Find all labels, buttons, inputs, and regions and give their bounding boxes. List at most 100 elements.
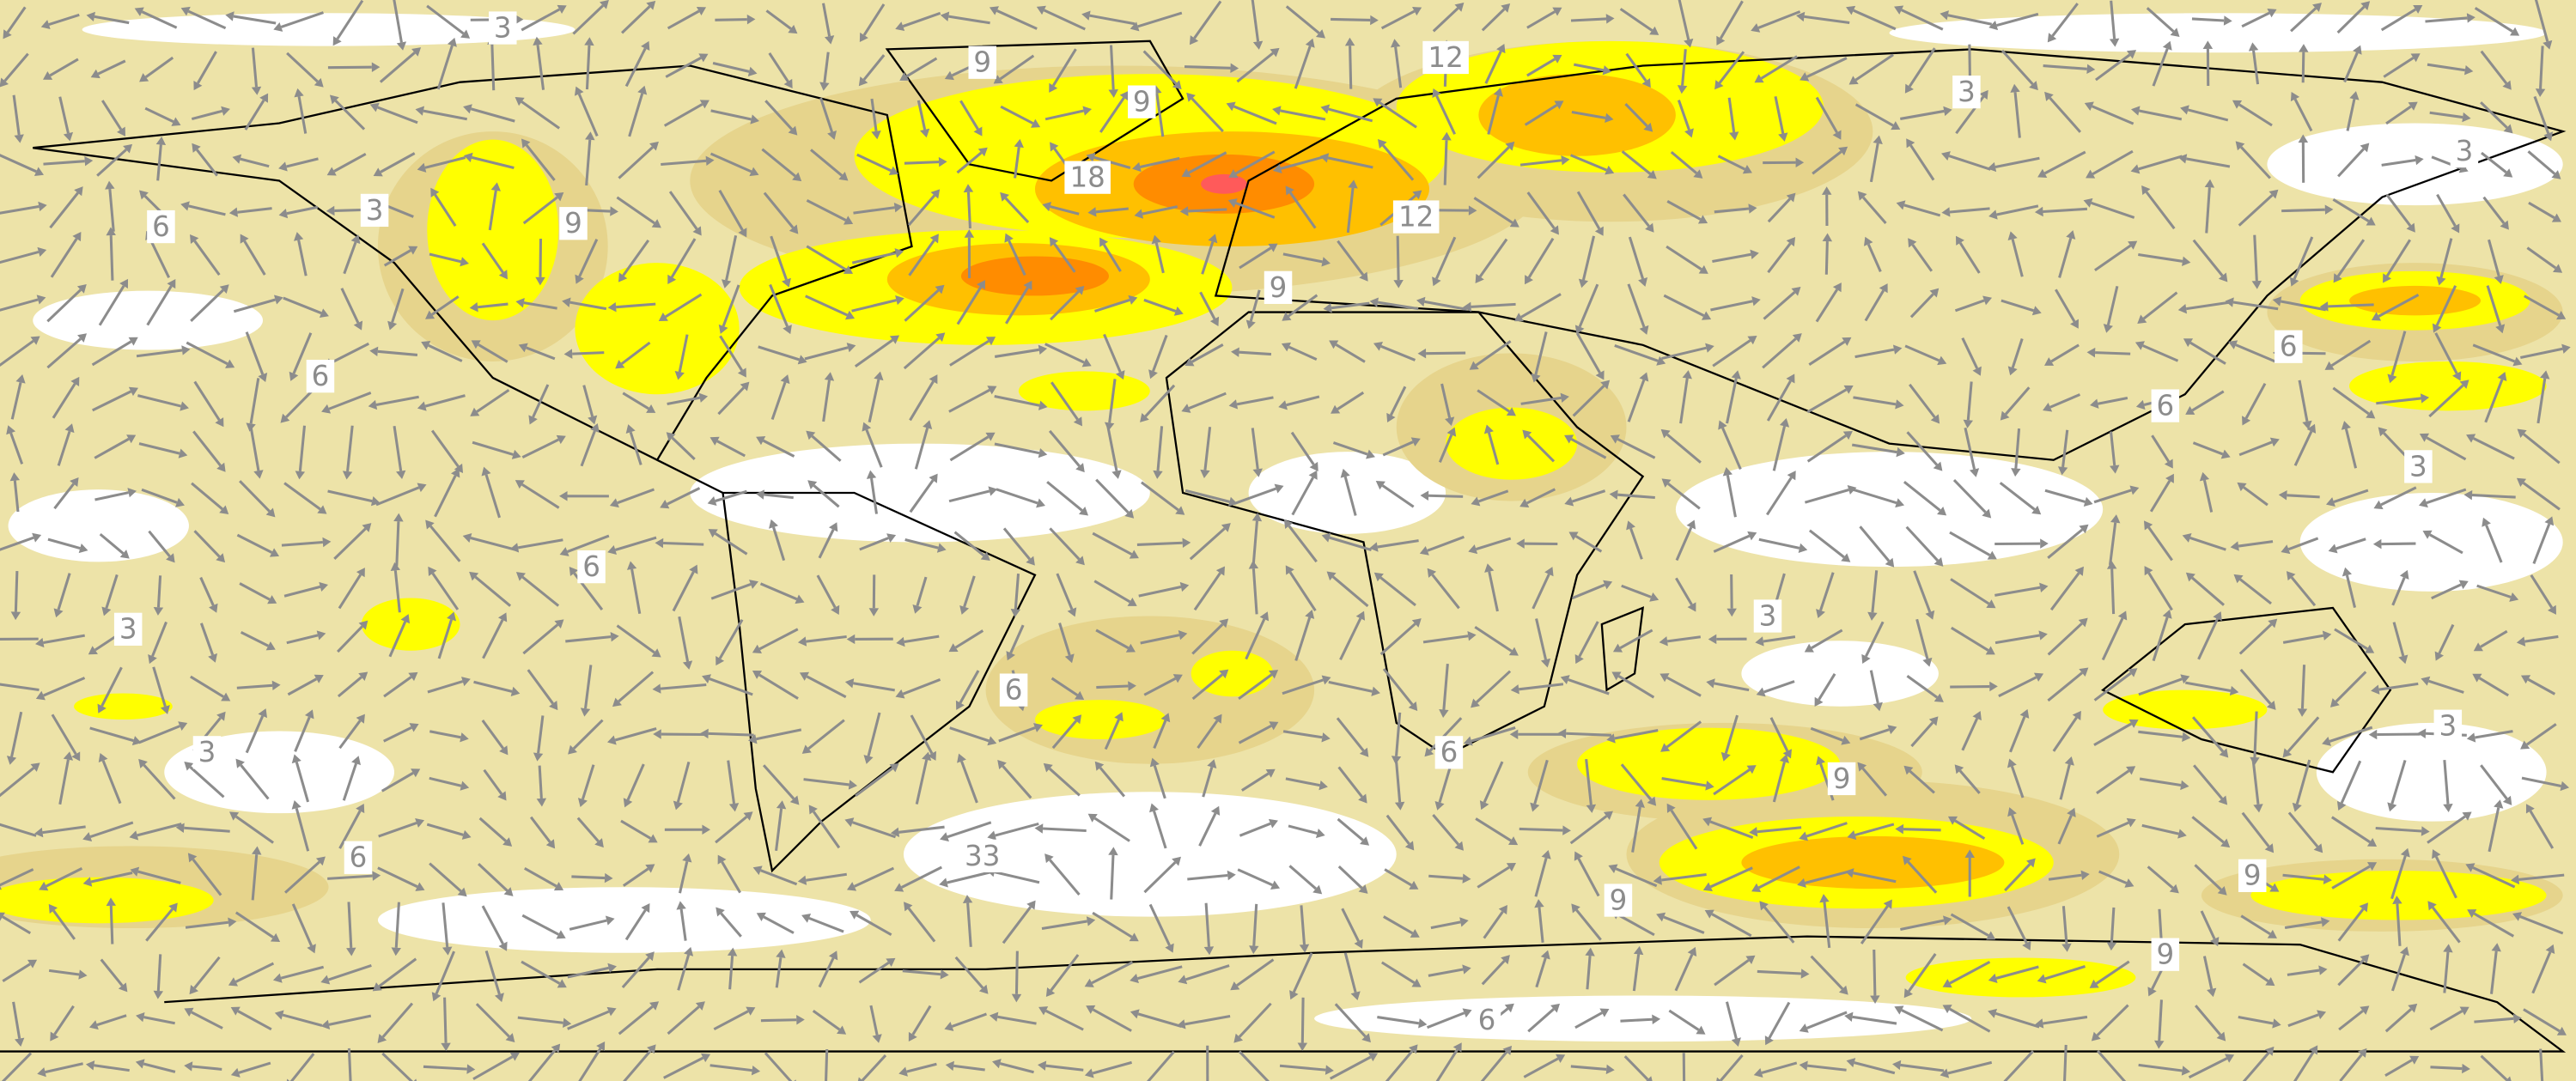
arrow-shaft: [49, 58, 79, 77]
arrow-head: [1272, 106, 1282, 116]
wind-arrow: [415, 106, 468, 121]
wind-arrow: [199, 622, 217, 663]
arrow-head: [1075, 285, 1085, 295]
arrow-head: [2297, 708, 2308, 717]
arrow-shaft: [2197, 618, 2219, 660]
wind-arrow: [844, 678, 895, 692]
arrow-head: [1441, 131, 1452, 141]
arrow-head: [1800, 72, 1810, 82]
wind-arrow: [481, 242, 508, 280]
wind-arrow: [2512, 912, 2564, 935]
wind-arrow: [274, 1010, 323, 1027]
arrow-shaft: [1810, 955, 1844, 990]
wind-arrow: [521, 4, 567, 32]
arrow-shaft: [1443, 140, 1448, 185]
arrow-shaft: [2378, 294, 2420, 318]
wind-arrow: [0, 532, 42, 551]
arrow-head: [1560, 675, 1570, 685]
arrow-shaft: [2049, 393, 2081, 409]
wind-arrow: [521, 434, 566, 459]
arrow-shaft: [2427, 63, 2466, 72]
wind-arrow: [2372, 538, 2416, 550]
wind-arrow: [1666, 200, 1708, 224]
wind-arrow: [1767, 236, 1796, 274]
arrow-shaft: [434, 193, 457, 227]
arrow-shaft: [996, 9, 1038, 30]
arrow-head: [2029, 81, 2038, 91]
arrow-shaft: [1377, 1016, 1420, 1025]
arrow-shaft: [48, 969, 80, 976]
arrow-shaft: [2061, 906, 2068, 944]
arrow-head: [752, 671, 763, 679]
arrow-head: [1072, 714, 1082, 725]
arrow-shaft: [869, 1005, 879, 1035]
wind-arrow: [2385, 101, 2418, 125]
wind-arrow: [1373, 572, 1416, 607]
arrow-shaft: [806, 198, 847, 222]
arrow-head: [1209, 316, 1220, 326]
arrow-head: [788, 125, 798, 136]
arrow-head: [1639, 372, 1649, 382]
arrow-head: [1606, 733, 1616, 744]
arrow-shaft: [249, 378, 260, 424]
wind-arrow: [727, 760, 740, 812]
label-box: [192, 736, 222, 769]
wind-arrow: [295, 425, 307, 480]
arrow-head: [948, 643, 959, 653]
arrow-shaft: [851, 299, 897, 313]
wind-arrow: [1187, 870, 1236, 881]
wind-arrow: [2387, 331, 2407, 384]
wind-arrow: [957, 753, 978, 804]
arrow-head: [2494, 275, 2504, 284]
arrow-head: [1219, 618, 1229, 629]
wind-arrow: [2177, 154, 2231, 168]
arrow-shaft: [193, 956, 221, 989]
wind-arrow: [383, 246, 418, 267]
wind-arrow: [1084, 1060, 1132, 1078]
arrow-head: [2466, 434, 2476, 443]
arrow-shaft: [904, 635, 940, 644]
arrow-shaft: [759, 582, 798, 601]
arrow-shaft: [539, 238, 543, 277]
arrow-shaft: [1014, 950, 1019, 994]
wind-arrow: [2237, 482, 2268, 507]
wind-arrow: [624, 40, 650, 88]
arrow-shaft: [2238, 623, 2273, 655]
wind-arrow: [0, 683, 40, 692]
arrow-shaft: [1772, 762, 1786, 803]
arrow-head: [1782, 749, 1792, 759]
arrow-head: [1084, 1068, 1094, 1078]
arrow-shaft: [1008, 240, 1026, 276]
arrow-head: [1099, 237, 1109, 247]
wind-arrow: [959, 100, 983, 137]
arrow-head: [126, 434, 137, 444]
arrow-head: [280, 413, 290, 423]
arrow-head: [557, 979, 567, 988]
arrow-head: [607, 545, 618, 555]
arrow-head: [6, 756, 17, 765]
arrow-shaft: [1335, 343, 1366, 363]
wind-arrow: [1712, 336, 1757, 367]
wind-arrow: [2086, 149, 2134, 179]
arrow-head: [2250, 756, 2260, 766]
arrow-head: [940, 832, 949, 842]
arrow-head: [393, 513, 404, 522]
wind-arrow: [1627, 283, 1649, 335]
arrow-shaft: [426, 4, 465, 35]
arrow-shaft: [1994, 586, 2041, 597]
wind-arrow: [1294, 610, 1315, 661]
wind-arrow: [2292, 759, 2311, 812]
contour-label: 9: [564, 207, 582, 240]
contour-label: 9: [2157, 938, 2175, 971]
wind-arrow: [904, 538, 947, 553]
wind-arrow: [1994, 538, 2049, 549]
arrow-head: [1471, 698, 1480, 708]
arrow-head: [2495, 324, 2506, 334]
arrow-head: [1036, 498, 1045, 508]
label-box: [306, 360, 335, 393]
wind-arrow: [2138, 252, 2191, 267]
wind-arrow: [425, 519, 461, 562]
wind-arrow: [1473, 197, 1519, 228]
arrow-shaft: [2240, 914, 2271, 936]
